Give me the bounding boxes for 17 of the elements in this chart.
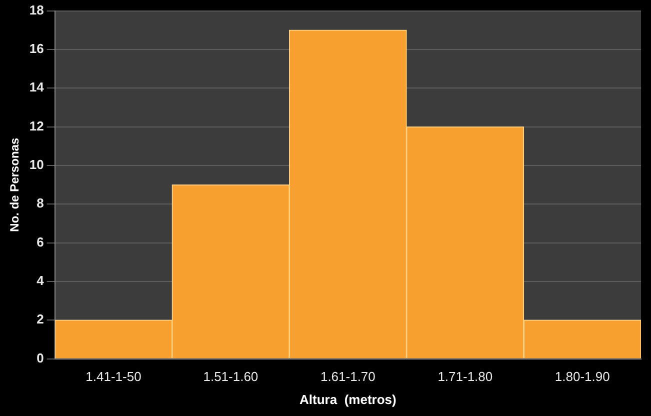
- y-tick-label: 10: [29, 157, 44, 172]
- x-tick-label: 1.61-1.70: [320, 369, 376, 384]
- x-tick-label: 1.80-1.90: [554, 369, 610, 384]
- y-axis-title: No. de Personas: [8, 137, 22, 232]
- y-tick-label: 4: [36, 273, 45, 288]
- y-tick-label: 8: [36, 196, 44, 211]
- y-tick-label: 6: [36, 234, 44, 250]
- y-tick-label: 12: [29, 118, 44, 134]
- y-tick-label: 14: [29, 80, 45, 95]
- y-tick-label: 16: [29, 41, 44, 56]
- y-tick-label: 18: [29, 2, 44, 18]
- x-tick-label: 1.71-1.80: [438, 369, 493, 384]
- y-tick-label: 0: [36, 350, 44, 366]
- x-tick-label: 1.51-1.60: [203, 369, 258, 384]
- y-tick-label: 2: [36, 312, 44, 327]
- x-axis-title: Altura (metros): [300, 392, 396, 407]
- x-tick-label: 1.41-1-50: [86, 369, 142, 384]
